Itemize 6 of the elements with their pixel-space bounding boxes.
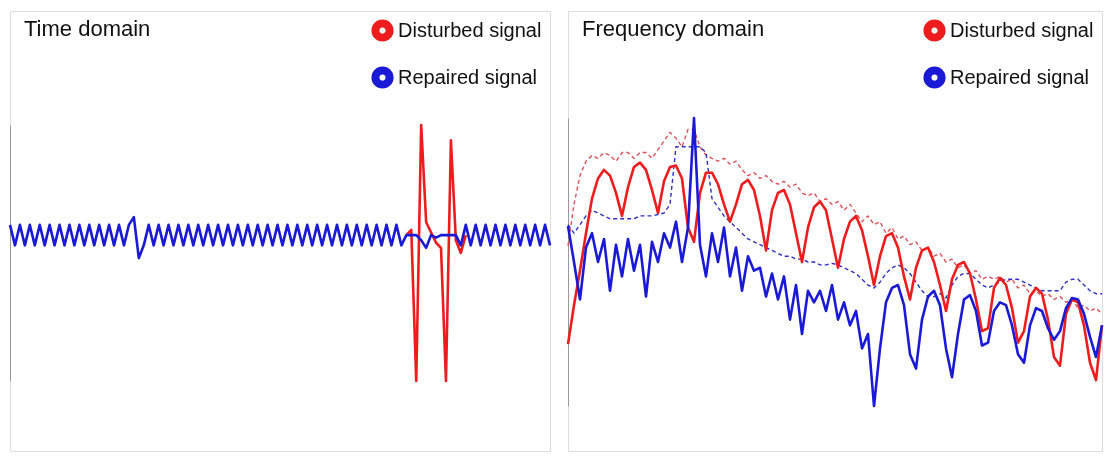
legend-label: Disturbed signal [950, 18, 1094, 41]
legend-label: Disturbed signal [398, 18, 542, 41]
legend-label: Repaired signal [950, 65, 1089, 88]
legend-label: Repaired signal [398, 65, 537, 88]
chart-title: Frequency domain [582, 16, 765, 41]
chart-title: Time domain [24, 16, 151, 41]
